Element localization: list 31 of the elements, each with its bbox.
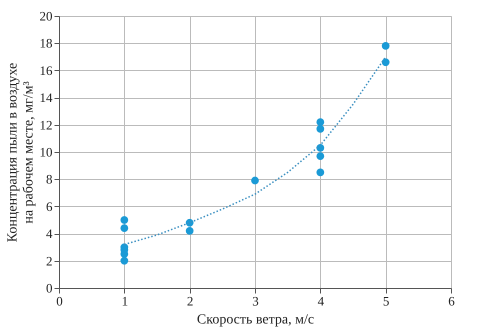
point: [316, 118, 324, 126]
y-tick-label: 14: [40, 90, 53, 106]
y-tick-label: 10: [40, 144, 52, 160]
point: [251, 176, 259, 184]
x-tick-label: 4: [318, 294, 325, 308]
x-axis-title: Скорость ветра, м/с: [196, 312, 314, 328]
point: [382, 42, 390, 50]
x-tick-label: 1: [122, 294, 128, 308]
point: [120, 256, 128, 265]
point: [186, 227, 194, 235]
x-tick-label: 5: [382, 294, 390, 308]
point: [120, 224, 128, 232]
y-tick-label: 2: [46, 253, 52, 268]
y-tick-label: 16: [40, 62, 53, 78]
y-tick-label: 0: [46, 280, 52, 296]
y-tick-label: 18: [40, 36, 52, 51]
point: [316, 125, 324, 133]
x-tick-label: 2: [186, 294, 194, 308]
y-axis-title: Концентрация пыли в воздухе на рабочем месте, мг/м³: [6, 62, 36, 242]
point: [120, 216, 128, 224]
x-tick-label: 0: [56, 294, 63, 308]
x-tick-label: 3: [252, 294, 259, 308]
y-tick-label: 8: [46, 172, 52, 187]
y-tick-label: 20: [40, 8, 52, 24]
point: [382, 58, 390, 66]
y-tick-label: 6: [46, 198, 53, 214]
point: [316, 168, 324, 176]
y-tick-label: 12: [40, 117, 52, 132]
point: [316, 152, 324, 160]
y-tick-label: 4: [46, 226, 53, 242]
x-tick-label: 6: [448, 294, 456, 308]
